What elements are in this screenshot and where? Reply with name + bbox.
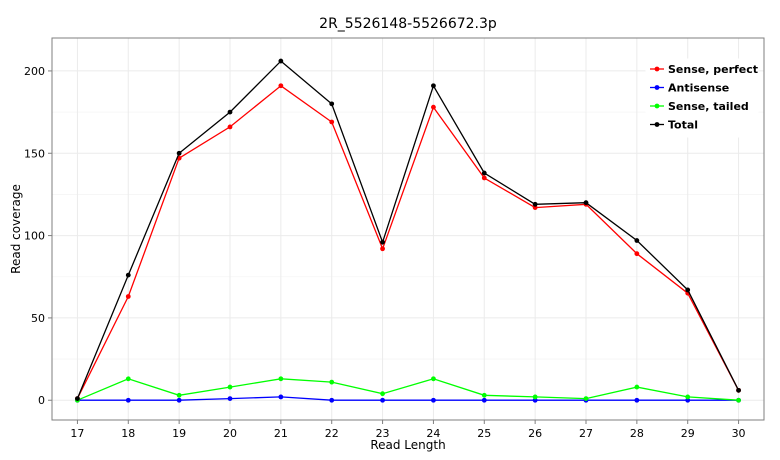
data-point — [583, 396, 589, 401]
data-point — [380, 397, 385, 403]
data-point — [685, 394, 691, 400]
data-point — [736, 397, 741, 403]
data-point — [736, 387, 741, 393]
data-point — [532, 394, 538, 400]
data-point — [481, 175, 487, 181]
data-point — [125, 272, 131, 278]
x-tick-label: 23 — [376, 427, 390, 440]
legend-item: Sense, tailed — [650, 100, 749, 113]
x-tick-label: 17 — [70, 427, 84, 440]
x-tick-label: 21 — [274, 427, 288, 440]
series-line — [76, 84, 740, 399]
data-point — [685, 397, 691, 403]
data-point — [176, 392, 182, 398]
data-point — [431, 83, 436, 89]
data-point — [278, 83, 284, 89]
data-point — [125, 376, 131, 382]
data-point — [634, 251, 640, 257]
x-tick-label: 26 — [528, 427, 542, 440]
x-tick-label: 24 — [426, 427, 440, 440]
series-line — [77, 396, 739, 401]
x-axis-label: Read Length — [370, 438, 445, 452]
data-point — [75, 396, 80, 401]
data-point — [380, 391, 385, 397]
x-tick-label: 22 — [325, 427, 339, 440]
x-tick-label: 29 — [681, 427, 695, 440]
data-point — [278, 376, 284, 382]
grid — [52, 38, 764, 420]
data-point — [431, 104, 436, 110]
data-point — [481, 392, 487, 398]
data-point — [380, 239, 385, 245]
x-tick-label: 25 — [477, 427, 491, 440]
data-point — [125, 294, 131, 299]
series-layer — [75, 58, 741, 403]
data-point — [329, 101, 335, 107]
plot-panel — [51, 37, 765, 421]
legend-marker — [654, 103, 660, 109]
legend-label: Total — [668, 119, 698, 132]
x-tick-label: 30 — [732, 427, 746, 440]
data-point — [431, 376, 436, 382]
data-point — [176, 150, 182, 156]
legend-marker — [654, 85, 660, 90]
legend-label: Antisense — [668, 82, 729, 95]
series-3 — [75, 58, 741, 401]
data-point — [532, 205, 538, 210]
y-tick-label: 100 — [24, 230, 45, 243]
data-point — [227, 124, 233, 130]
data-point — [329, 379, 335, 385]
x-tick-label: 27 — [579, 427, 593, 440]
data-point — [532, 397, 538, 403]
series-2 — [75, 376, 741, 403]
data-point — [329, 397, 335, 403]
series-line — [77, 378, 739, 401]
data-point — [532, 201, 538, 207]
legend-item: Sense, perfect — [650, 63, 758, 76]
y-axis-label: Read coverage — [9, 184, 23, 274]
data-point — [176, 397, 182, 403]
y-tick-label: 200 — [24, 65, 45, 78]
y-tick-label: 150 — [24, 147, 45, 160]
y-tick-label: 50 — [31, 312, 45, 325]
data-point — [634, 397, 640, 403]
series-line — [76, 60, 740, 399]
data-point — [227, 109, 233, 115]
data-point — [583, 200, 589, 206]
x-tick-label: 19 — [172, 427, 186, 440]
legend: Sense, perfect Antisense Sense, tailed Tota… — [645, 58, 759, 138]
data-point — [278, 394, 284, 400]
data-point — [481, 397, 487, 403]
legend-item: Total — [650, 119, 698, 132]
data-point — [380, 246, 385, 252]
series-1 — [75, 394, 741, 403]
data-point — [481, 170, 487, 176]
data-point — [278, 58, 284, 64]
y-tick-label: 0 — [38, 394, 45, 407]
data-point — [685, 287, 691, 293]
x-tick-label: 20 — [223, 427, 237, 440]
x-tick-label: 18 — [121, 427, 135, 440]
data-point — [431, 397, 436, 403]
x-axis: 17 18 19 20 21 22 23 24 25 26 27 28 29 30 — [70, 420, 746, 440]
y-axis: 0 50 100 150 200 — [24, 65, 52, 407]
data-point — [634, 384, 640, 390]
series-0 — [75, 83, 741, 401]
data-point — [227, 384, 233, 390]
data-point — [227, 396, 233, 401]
legend-item: Antisense — [650, 82, 729, 95]
legend-box — [645, 58, 759, 138]
legend-label: Sense, perfect — [668, 63, 758, 76]
data-point — [634, 238, 640, 243]
x-tick-label: 28 — [630, 427, 644, 440]
data-point — [329, 119, 335, 125]
data-point — [125, 397, 131, 403]
legend-marker — [654, 66, 660, 72]
legend-label: Sense, tailed — [668, 100, 749, 113]
legend-marker — [654, 122, 660, 127]
chart-title: 2R_5526148-5526672.3p — [319, 16, 497, 32]
